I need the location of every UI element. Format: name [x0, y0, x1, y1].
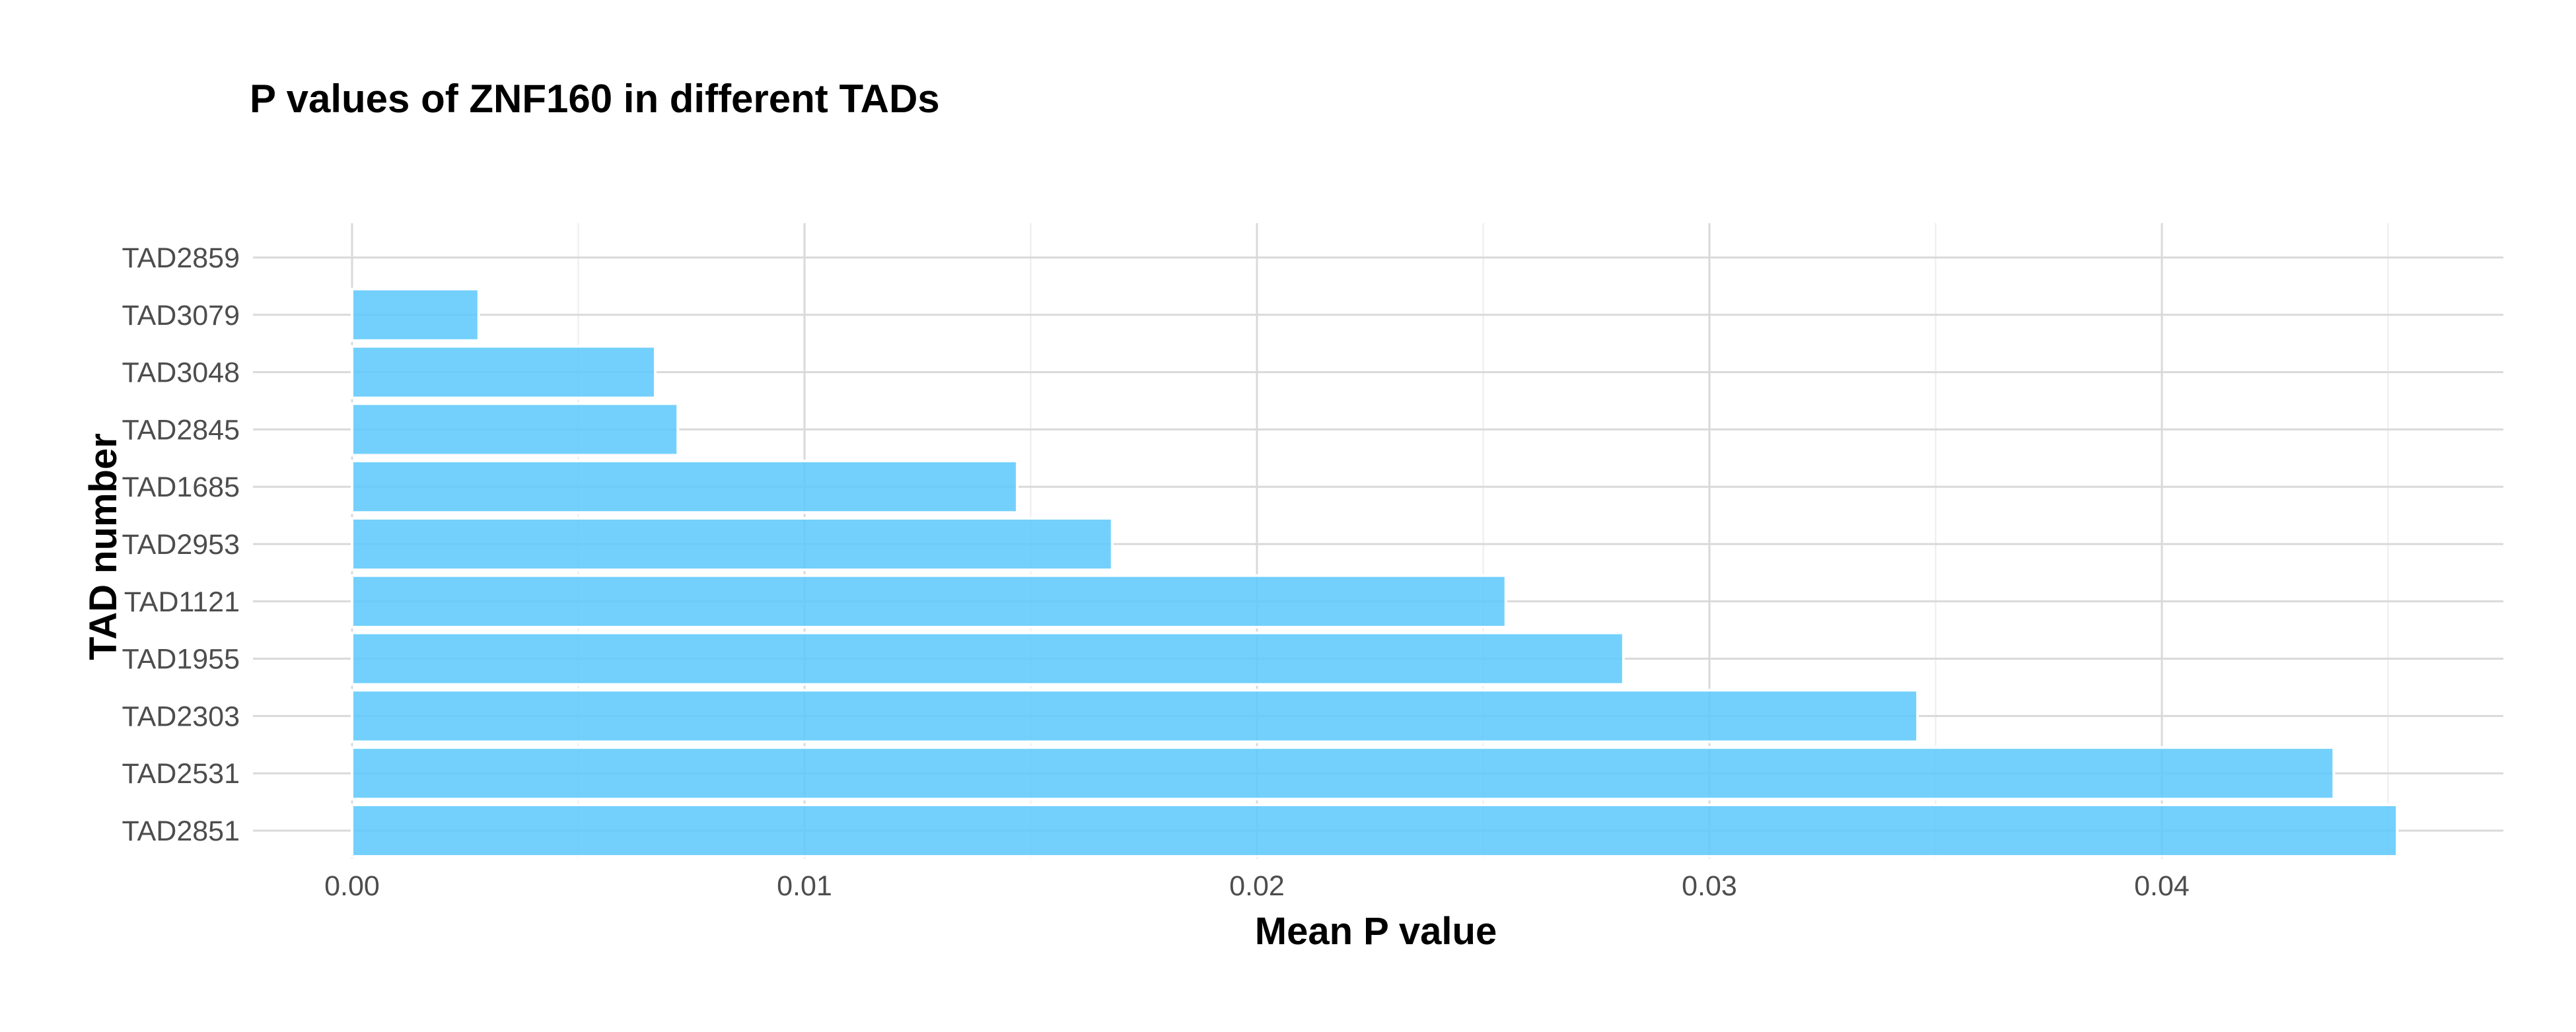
bar [351, 574, 1507, 629]
bars [351, 287, 2399, 858]
bar [351, 803, 2399, 858]
bar [351, 689, 1919, 743]
x-tick-label: 0.03 [1682, 870, 1737, 902]
x-tick-label: 0.00 [324, 870, 380, 902]
y-tick-label: TAD2859 [122, 242, 240, 274]
y-tick-label: TAD1955 [122, 644, 240, 675]
y-tick-label: TAD2531 [122, 758, 240, 790]
bar [351, 345, 657, 399]
bar [351, 287, 480, 342]
x-tick-label: 0.04 [2134, 870, 2190, 902]
bar [351, 746, 2336, 801]
y-tick-label: TAD2953 [122, 529, 240, 561]
x-axis-title: Mean P value [1255, 910, 1497, 953]
y-tick-label: TAD2303 [122, 701, 240, 732]
y-tick-label: TAD3048 [122, 357, 240, 389]
bar [351, 516, 1114, 572]
x-tick-label: 0.02 [1229, 870, 1285, 902]
bar [351, 402, 680, 457]
bar [351, 460, 1019, 514]
y-tick-label: TAD1685 [122, 471, 240, 503]
x-tick-label: 0.01 [777, 870, 832, 902]
y-tick-label: TAD2851 [122, 815, 240, 847]
y-tick-labels: TAD2851 TAD2531 TAD2303 TAD1955 TAD1121 TAD29… [122, 242, 240, 847]
x-tick-labels: 0.00 0.01 0.02 0.03 0.04 [324, 870, 2190, 902]
chart-title: P values of ZNF160 in different TADs [250, 77, 940, 121]
y-tick-label: TAD3079 [122, 300, 240, 331]
y-axis-title: TAD number [82, 433, 125, 660]
y-tick-label: TAD1121 [124, 586, 240, 618]
bar [351, 631, 1625, 686]
y-tick-label: TAD2845 [122, 414, 240, 446]
